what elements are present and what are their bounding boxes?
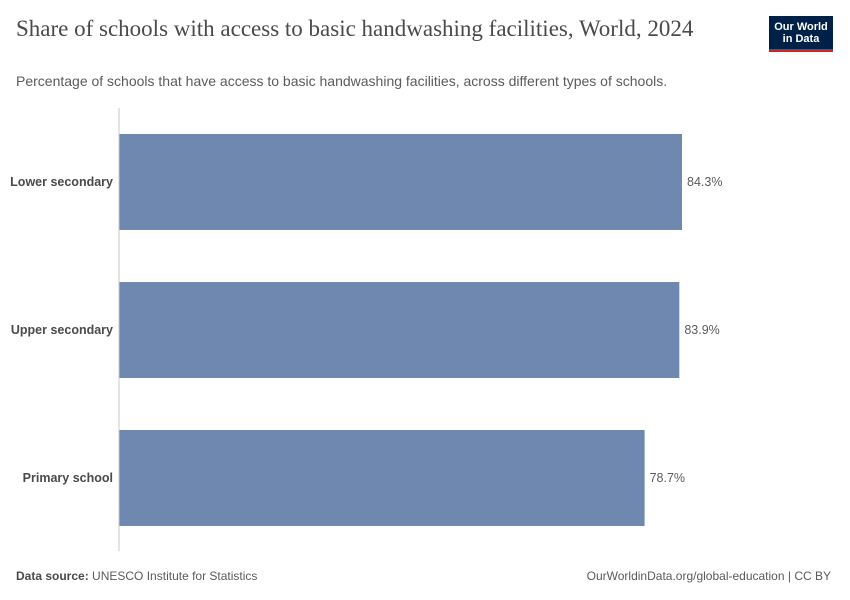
data-source: Data source: UNESCO Institute for Statis…: [16, 569, 257, 583]
data-source-value[interactable]: UNESCO Institute for Statistics: [92, 569, 258, 583]
value-label: 78.7%: [650, 471, 685, 485]
category-label: Upper secondary: [11, 323, 113, 337]
bar[interactable]: [119, 134, 682, 230]
bar-chart: Lower secondary 84.3% Upper secondary 83.9%…: [10, 108, 722, 551]
source-url[interactable]: OurWorldinData.org/global-education | CC…: [586, 569, 831, 583]
logo-line-1: Our World: [774, 21, 828, 33]
data-source-label: Data source:: [16, 569, 89, 583]
category-label: Lower secondary: [10, 175, 113, 189]
chart-subtitle: Percentage of schools that have access t…: [16, 73, 668, 89]
owid-logo[interactable]: Our World in Data: [769, 16, 833, 52]
category-label: Primary school: [23, 471, 113, 485]
value-label: 84.3%: [687, 175, 722, 189]
logo-line-2: in Data: [782, 33, 820, 45]
chart-title: Share of schools with access to basic ha…: [16, 16, 694, 41]
value-label: 83.9%: [684, 323, 719, 337]
bar[interactable]: [119, 282, 680, 378]
bar[interactable]: [119, 430, 645, 526]
